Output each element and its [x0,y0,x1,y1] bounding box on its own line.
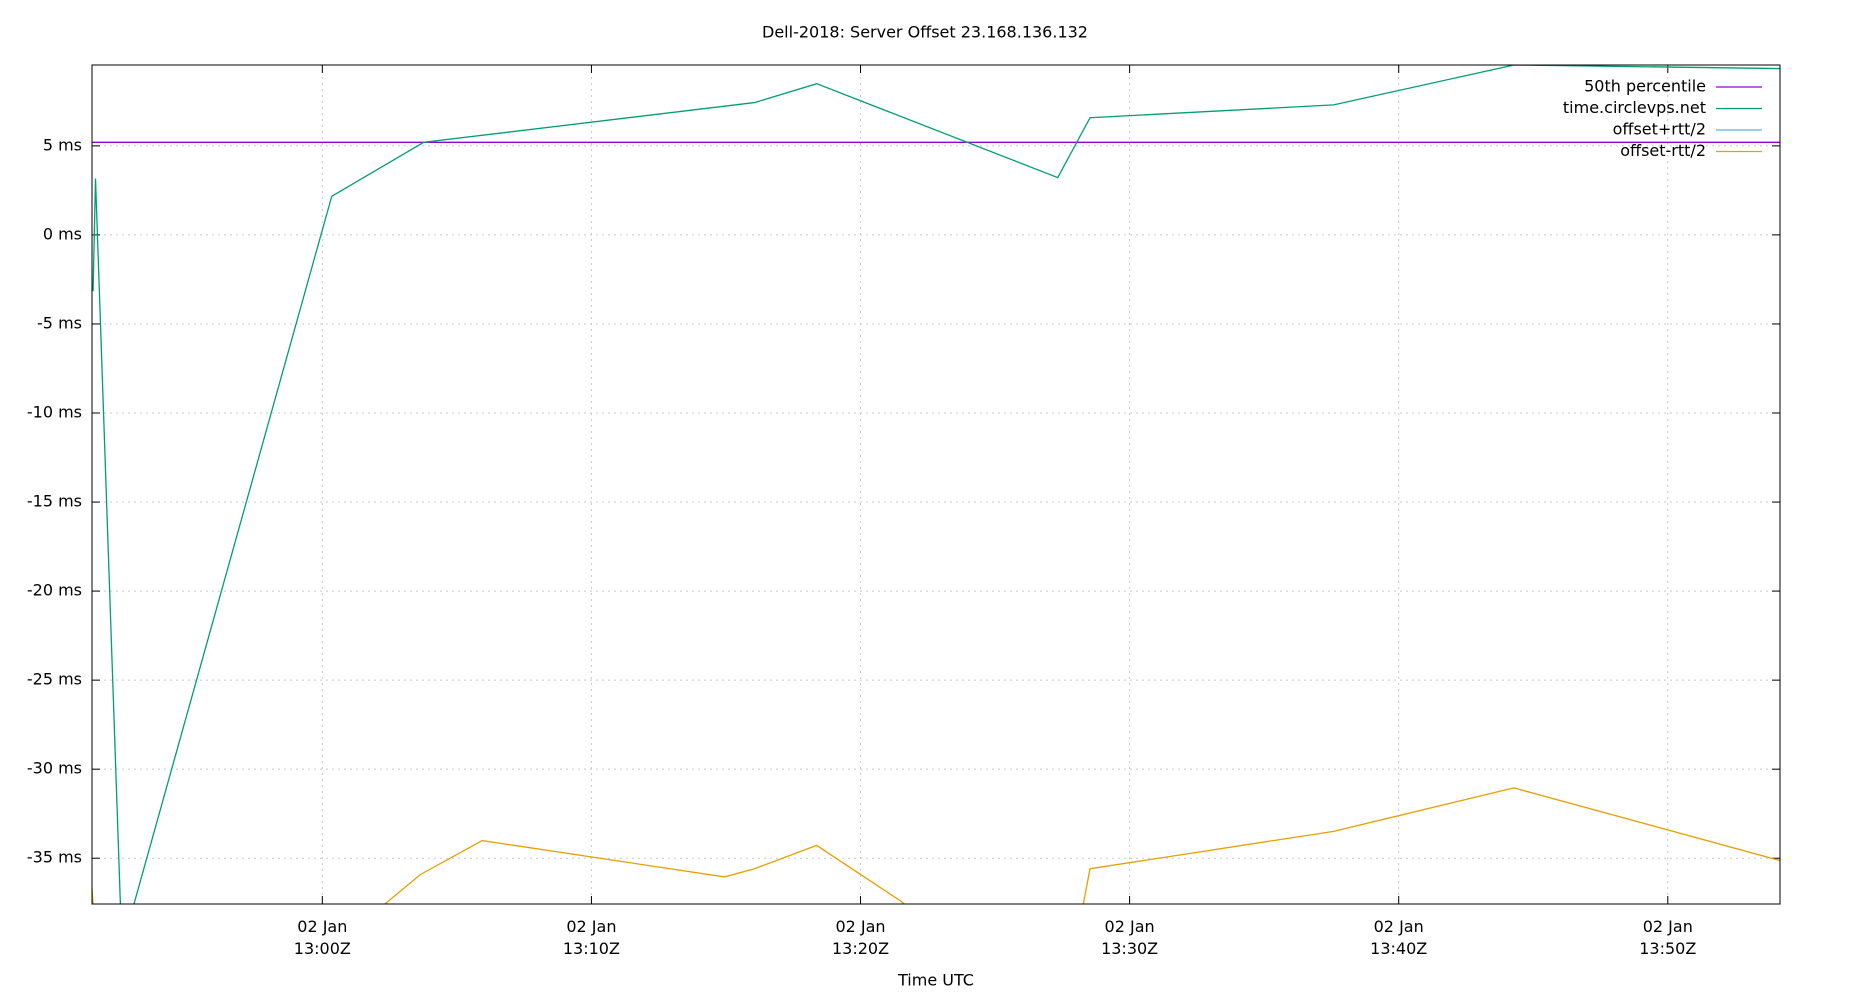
series-line [92,787,1780,904]
y-tick-label: -25 ms [27,670,82,689]
x-tick-label: 02 Jan 13:30Z [1101,917,1159,958]
y-tick-label: -35 ms [27,848,82,867]
x-tick-label: 02 Jan 13:50Z [1639,917,1697,958]
legend-label: offset+rtt/2 [1613,120,1706,139]
y-tick-label: -30 ms [27,759,82,778]
y-tick-label: -5 ms [37,313,82,332]
plot-border [91,64,1781,905]
x-tick-label: 02 Jan 13:10Z [562,917,620,958]
legend-label: offset-rtt/2 [1620,141,1706,160]
y-tick-label: -10 ms [27,402,82,421]
y-tick-label: 0 ms [43,224,82,243]
y-tick-label: -20 ms [27,581,82,600]
x-tick-label: 02 Jan 13:40Z [1370,917,1428,958]
chart-title: Dell-2018: Server Offset 23.168.136.132 [762,23,1088,42]
legend-label: time.circlevps.net [1563,98,1706,117]
x-axis-label: Time UTC [897,971,974,990]
y-tick-label: 5 ms [43,135,82,154]
x-tick-label: 02 Jan 13:00Z [293,917,351,958]
legend-label: 50th percentile [1584,77,1706,96]
y-tick-label: -15 ms [27,492,82,511]
plot-area [92,65,1780,904]
series-line [92,65,1780,904]
x-tick-label: 02 Jan 13:20Z [831,917,890,958]
